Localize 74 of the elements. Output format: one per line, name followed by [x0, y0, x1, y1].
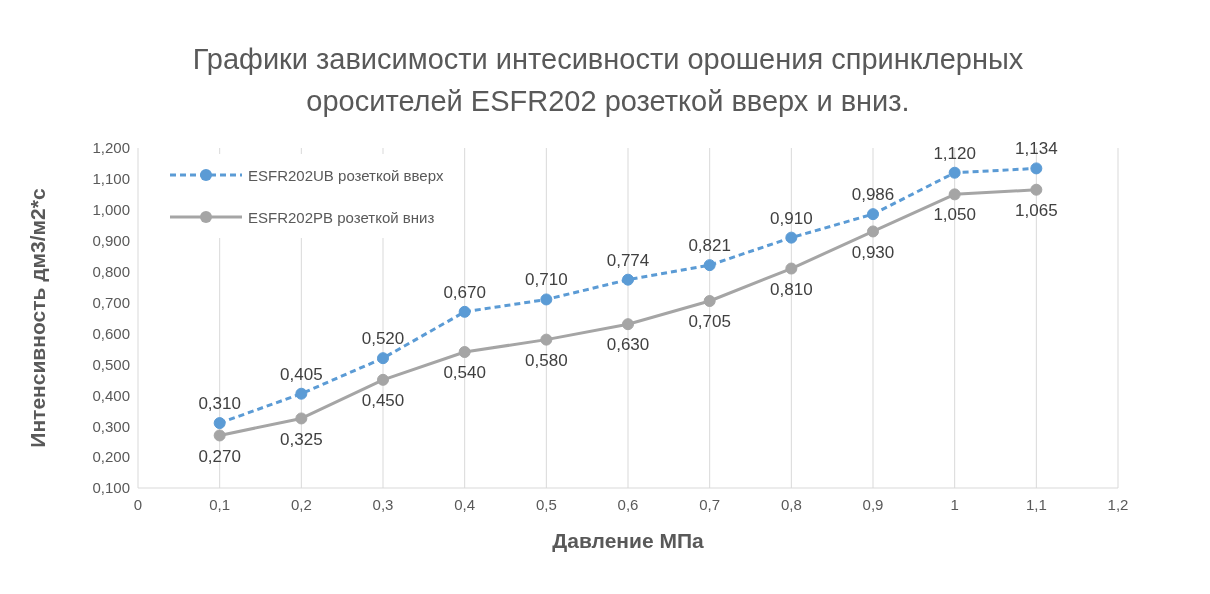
point	[785, 231, 798, 244]
y-tick-label: 0,500	[92, 355, 130, 373]
x-tick-label: 0,8	[780, 496, 802, 513]
x-tick-label: 0,7	[699, 496, 721, 513]
chart-title: Графики зависимости интесивности орошения спринклерных оросителей ESFR202 розеткой вверх и вниз.	[191, 42, 1025, 119]
x-tick-label: 0,4	[454, 496, 476, 513]
point	[295, 412, 308, 425]
point	[785, 262, 798, 275]
point	[867, 225, 879, 238]
data-label: 1,050	[933, 205, 976, 225]
x-tick-label: 1	[950, 496, 959, 513]
data-label: 0,710	[525, 270, 568, 290]
data-label: 0,821	[688, 236, 731, 256]
y-tick-label: 0,900	[92, 232, 130, 250]
legend-label: ESFR202UB розеткой вверх	[248, 166, 444, 184]
data-label: 0,705	[688, 312, 731, 332]
point	[1030, 183, 1043, 196]
x-tick-label: 1,2	[1107, 496, 1129, 513]
y-tick-label: 0,400	[92, 386, 130, 404]
point	[703, 259, 716, 272]
data-label: 0,930	[851, 242, 895, 262]
data-label: 0,986	[851, 185, 895, 205]
data-label: 0,325	[280, 429, 323, 449]
data-label: 0,540	[443, 363, 486, 383]
point	[213, 429, 226, 442]
y-tick-label: 0,800	[92, 262, 130, 280]
x-axis-title: Давление МПа	[552, 529, 705, 552]
point	[703, 295, 716, 307]
data-label: 0,630	[606, 335, 650, 355]
point	[622, 273, 634, 286]
point	[377, 373, 389, 386]
point	[540, 293, 553, 306]
y-tick-label: 0,200	[92, 448, 130, 466]
y-tick-label: 1,000	[92, 201, 130, 219]
point	[295, 387, 308, 400]
point	[948, 166, 961, 179]
point	[1030, 162, 1043, 175]
point	[213, 417, 226, 430]
data-label: 1,134	[1015, 139, 1058, 159]
data-label: 1,065	[1015, 200, 1058, 220]
y-axis-title: Интенсивность дм3/м2*с	[26, 188, 50, 448]
data-label: 0,910	[770, 208, 813, 228]
point	[540, 333, 553, 346]
data-label: 0,670	[443, 282, 486, 302]
y-tick-label: 1,200	[92, 139, 130, 157]
legend-label: ESFR202PB розеткой вниз	[248, 208, 435, 226]
point	[948, 188, 961, 201]
x-tick-label: 0,9	[862, 496, 884, 513]
data-label: 0,405	[280, 364, 323, 384]
x-tick-label: 1,1	[1025, 496, 1047, 513]
x-tick-label: 0,2	[290, 496, 312, 513]
y-tick-label: 0,300	[92, 417, 130, 435]
y-tick-label: 0,600	[92, 324, 130, 342]
x-tick-label: 0,1	[209, 496, 231, 513]
x-tick-label: 0,5	[535, 496, 557, 513]
y-tick-label: 0,700	[92, 293, 130, 311]
x-tick-label: 0,6	[617, 496, 639, 513]
point	[377, 352, 389, 365]
point	[458, 346, 471, 358]
data-label: 0,810	[770, 279, 813, 299]
data-label: 0,774	[606, 250, 650, 270]
point	[867, 208, 879, 221]
data-label: 0,520	[361, 329, 405, 349]
y-tick-label: 1,100	[92, 170, 130, 188]
data-label: 0,580	[525, 350, 568, 370]
data-label: 0,270	[198, 446, 241, 466]
y-tick-label: 0,100	[92, 479, 130, 497]
point	[458, 305, 471, 318]
x-tick-label: 0,3	[372, 496, 394, 513]
data-label: 0,310	[198, 394, 241, 414]
x-tick-label: 0	[133, 496, 143, 513]
data-label: 1,120	[933, 143, 976, 163]
point	[622, 318, 634, 331]
data-label: 0,450	[361, 390, 405, 410]
